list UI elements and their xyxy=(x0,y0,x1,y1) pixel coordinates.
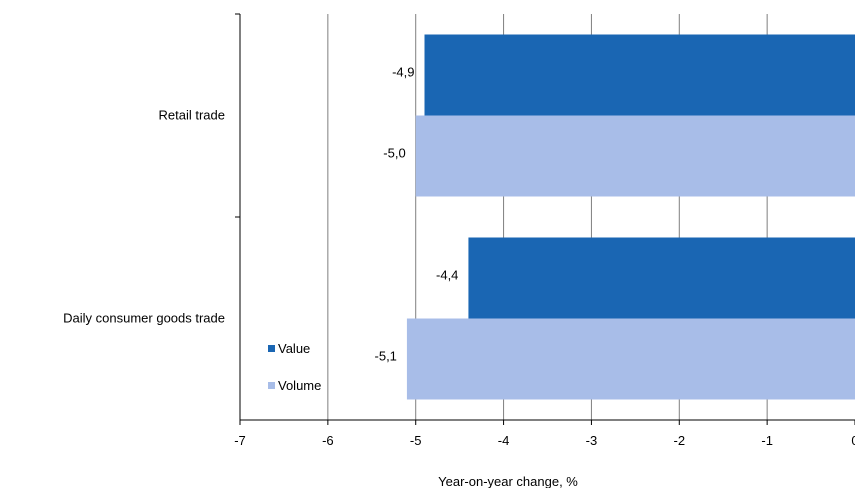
bar-value xyxy=(468,237,855,319)
x-tick-label: -2 xyxy=(674,433,686,448)
data-label: -4,9 xyxy=(392,65,414,80)
data-label: -5,1 xyxy=(375,349,397,364)
x-tick-label: -6 xyxy=(322,433,334,448)
legend-swatch-volume xyxy=(268,382,275,389)
x-tick-label: 0 xyxy=(851,433,855,448)
legend-label-volume: Volume xyxy=(278,378,321,393)
x-tick-label: -3 xyxy=(586,433,598,448)
axes xyxy=(239,14,855,421)
legend-label-value: Value xyxy=(278,341,310,356)
bars xyxy=(406,34,855,400)
x-axis-title: Year-on-year change, % xyxy=(438,474,578,488)
x-tick-label: -5 xyxy=(410,433,422,448)
legend-swatch-value xyxy=(268,345,275,352)
data-label: -5,0 xyxy=(383,146,405,161)
x-tick-label: -4 xyxy=(498,433,510,448)
x-tick-label: -1 xyxy=(761,433,773,448)
category-label: Retail trade xyxy=(159,108,225,123)
legend: Value Volume xyxy=(268,341,321,393)
x-tick-label: -7 xyxy=(234,433,246,448)
bar-value xyxy=(424,34,855,116)
data-label: -4,4 xyxy=(436,268,458,283)
bar-volume xyxy=(415,115,855,197)
bar-volume xyxy=(406,318,855,400)
category-label: Daily consumer goods trade xyxy=(63,311,225,326)
labels: -7 -6 -5 -4 -3 -2 -1 0 Retail trade -4,9 -5,0 Daily… xyxy=(63,65,855,449)
